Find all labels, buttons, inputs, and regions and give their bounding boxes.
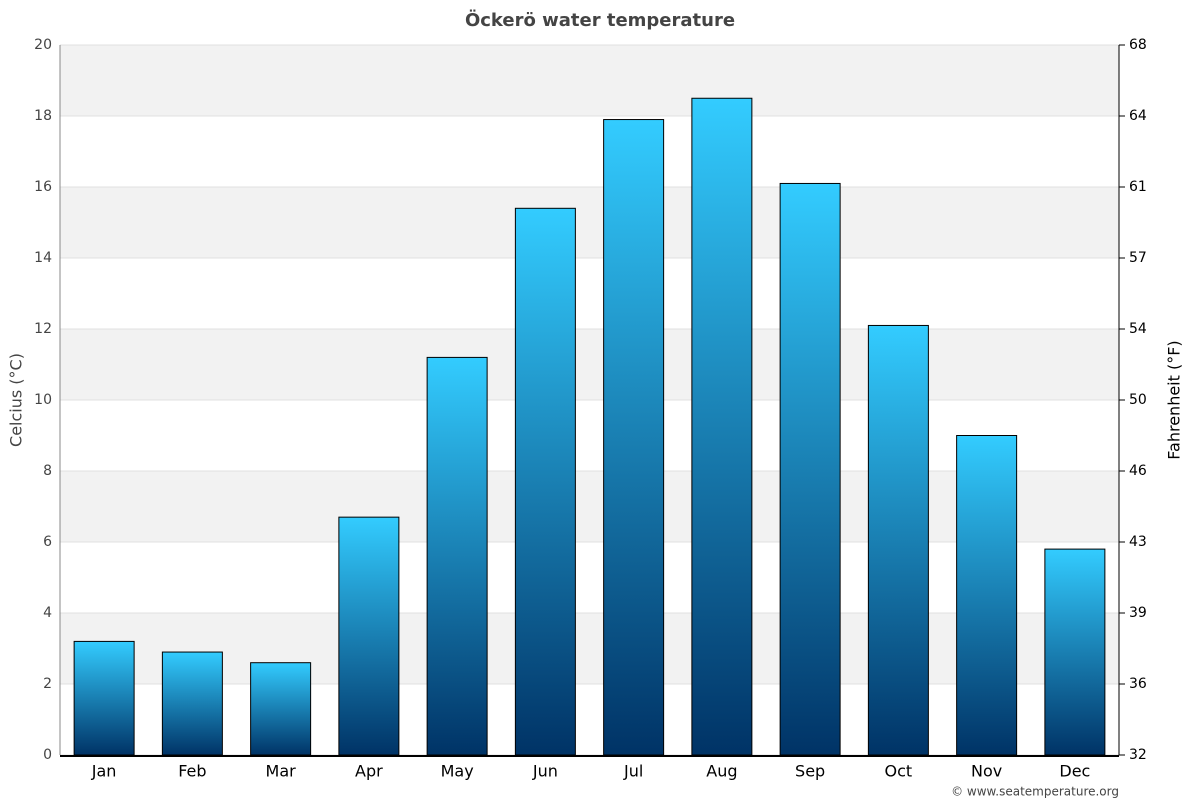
x-tick-label: Sep: [795, 762, 825, 781]
x-tick-label: Mar: [266, 762, 297, 781]
y-tick-label: 20: [34, 37, 52, 53]
y-tick-label: 10: [34, 392, 52, 408]
y2-tick-label: 46: [1129, 463, 1147, 479]
bar: [161, 651, 223, 756]
background-band: [60, 187, 1119, 258]
background-band: [60, 45, 1119, 116]
y-tick-label: 18: [34, 108, 52, 124]
x-tick-label: Aug: [706, 762, 737, 781]
chart-title: Öckerö water temperature: [465, 9, 735, 31]
x-tick-label: Apr: [355, 762, 383, 781]
y2-tick-label: 36: [1129, 676, 1147, 692]
y-tick-label: 16: [34, 179, 52, 195]
source-credit: © www.seatemperature.org: [951, 785, 1119, 799]
x-tick-label: Feb: [178, 762, 206, 781]
bar: [779, 182, 841, 756]
background-band: [60, 329, 1119, 400]
bar: [867, 324, 929, 756]
bar: [250, 662, 312, 756]
y2-tick-label: 57: [1129, 250, 1147, 266]
bar: [426, 356, 488, 756]
y2-tick-label: 68: [1129, 37, 1147, 53]
y2-axis-label: Fahrenheit (°F): [1165, 340, 1184, 459]
x-tick-label: Jun: [532, 762, 558, 781]
y-tick-label: 0: [43, 747, 52, 763]
background-band: [60, 613, 1119, 684]
y-tick-label: 8: [43, 463, 52, 479]
y-tick-label: 6: [43, 534, 52, 550]
y2-tick-label: 61: [1129, 179, 1147, 195]
y2-tick-label: 54: [1129, 321, 1147, 337]
y2-tick-label: 64: [1129, 108, 1147, 124]
y2-tick-label: 39: [1129, 605, 1147, 621]
bar: [338, 516, 400, 756]
x-tick-label: Dec: [1059, 762, 1090, 781]
x-tick-label: Jan: [91, 762, 117, 781]
bar: [691, 97, 753, 756]
background-band: [60, 471, 1119, 542]
bar: [956, 435, 1018, 756]
x-tick-label: Jul: [623, 762, 643, 781]
bar: [603, 119, 665, 756]
bar: [514, 207, 576, 756]
x-tick-label: Nov: [971, 762, 1002, 781]
y-tick-label: 12: [34, 321, 52, 337]
y-axis-label: Celcius (°C): [7, 353, 26, 447]
x-tick-label: Oct: [885, 762, 913, 781]
y2-tick-label: 32: [1129, 747, 1147, 763]
y2-tick-label: 43: [1129, 534, 1147, 550]
y-tick-label: 2: [43, 676, 52, 692]
y-tick-label: 14: [34, 250, 52, 266]
x-tick-label: May: [441, 762, 474, 781]
bar: [1044, 548, 1106, 756]
y2-tick-label: 50: [1129, 392, 1147, 408]
bar: [73, 640, 135, 756]
y-tick-label: 4: [43, 605, 52, 621]
